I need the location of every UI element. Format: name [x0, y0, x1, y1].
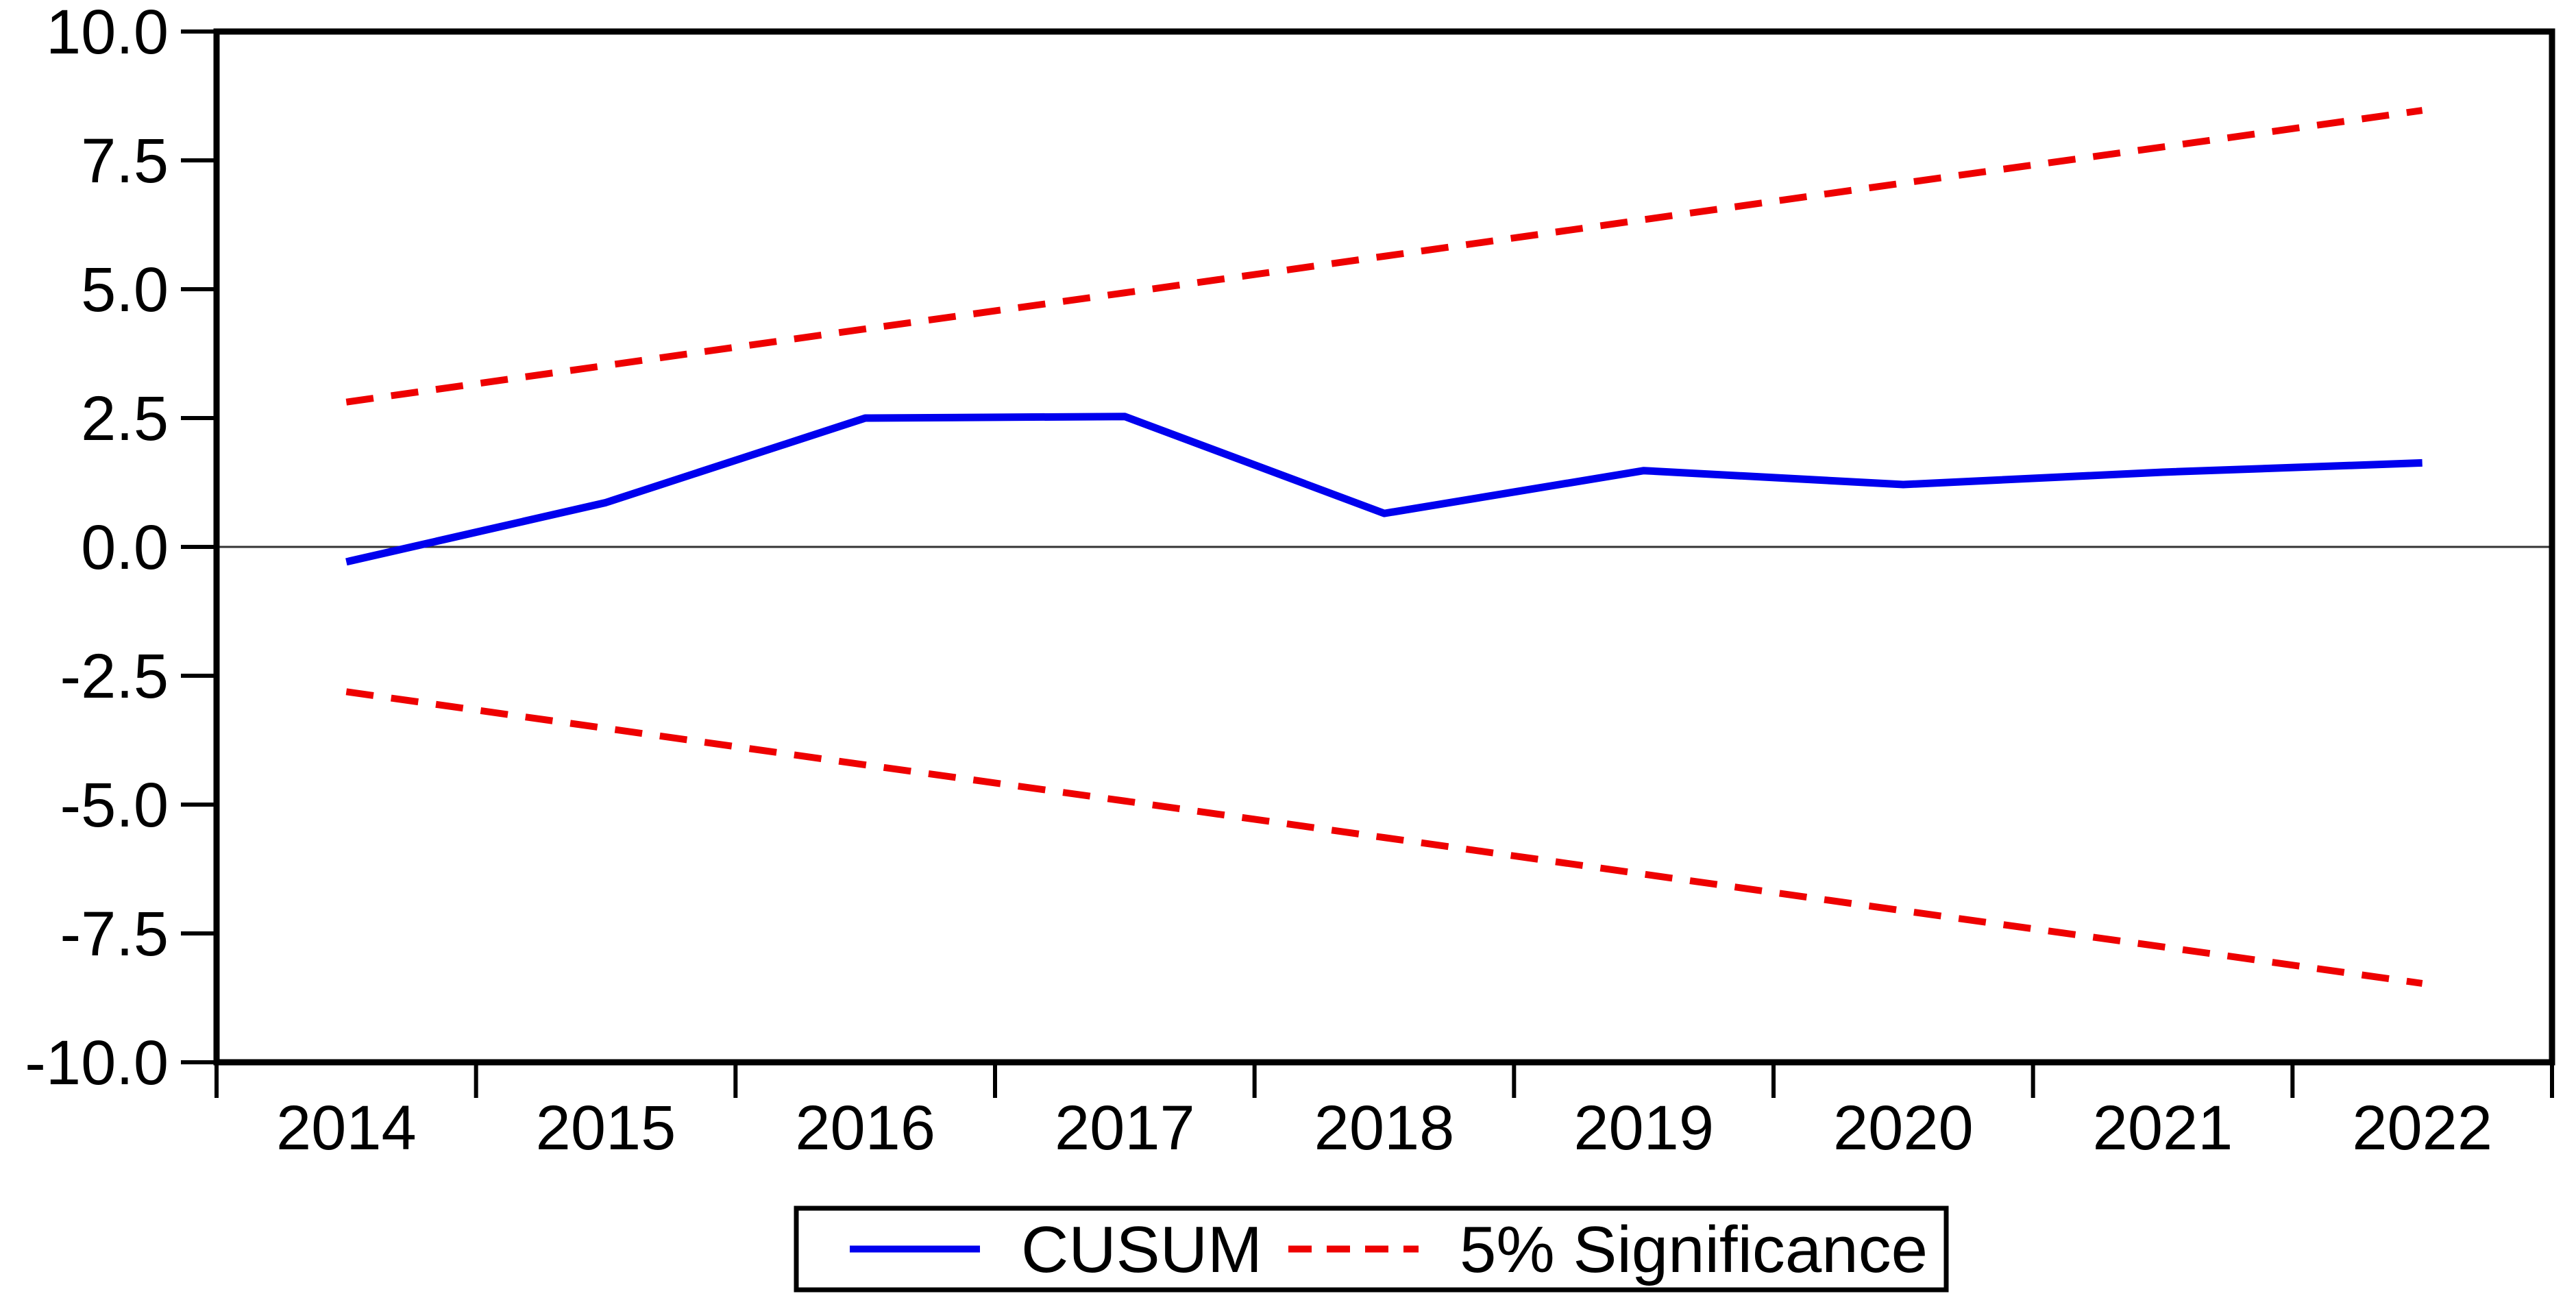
significance-upper-line	[345, 107, 2423, 406]
y-tick-label: -7.5	[60, 899, 169, 969]
x-tick-label: 2016	[795, 1093, 935, 1163]
cusum-line	[345, 413, 2422, 566]
significance-lower-line	[345, 688, 2423, 987]
x-tick-label: 2015	[536, 1093, 676, 1163]
x-tick-label: 2017	[1055, 1093, 1195, 1163]
y-tick-label: 2.5	[81, 384, 169, 454]
legend-entry-label: CUSUM	[1021, 1213, 1262, 1286]
y-tick-label: 7.5	[81, 126, 169, 196]
y-tick-label: -10.0	[25, 1028, 169, 1098]
x-tick-label: 2014	[276, 1093, 417, 1163]
y-tick-label: -5.0	[60, 770, 169, 840]
y-tick-label: 5.0	[81, 255, 169, 325]
plot-frame	[213, 28, 2555, 1066]
y-tick-label: 10.0	[46, 0, 169, 67]
x-tick-label: 2022	[2352, 1093, 2492, 1163]
x-tick-label: 2020	[1833, 1093, 1974, 1163]
x-tick-label: 2018	[1314, 1093, 1455, 1163]
x-tick-label: 2021	[2093, 1093, 2233, 1163]
y-tick-label: 0.0	[81, 513, 169, 583]
legend-entry-label: 5% Significance	[1460, 1213, 1928, 1286]
x-tick-label: 2019	[1573, 1093, 1714, 1163]
y-tick-label: -2.5	[60, 641, 169, 711]
